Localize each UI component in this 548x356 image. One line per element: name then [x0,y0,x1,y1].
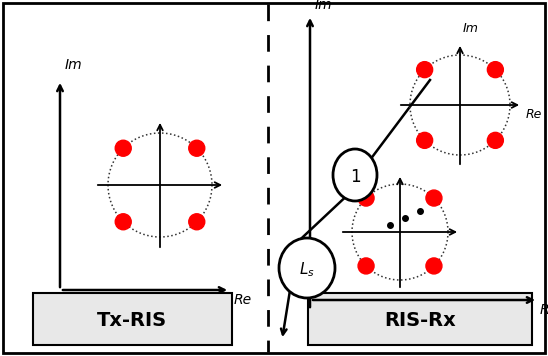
Text: 0: 0 [43,298,52,312]
Circle shape [189,214,205,230]
Text: $L_s$: $L_s$ [299,261,315,279]
Circle shape [115,214,131,230]
FancyBboxPatch shape [308,293,532,345]
Circle shape [426,258,442,274]
Text: Im: Im [65,58,83,72]
Text: 1: 1 [350,168,361,186]
Text: Re: Re [540,303,548,317]
Text: Tx-RIS: Tx-RIS [97,310,167,330]
Circle shape [487,132,504,148]
Text: Re: Re [234,293,252,307]
Circle shape [487,62,504,78]
Text: Im: Im [463,22,479,35]
Circle shape [358,190,374,206]
Text: Re: Re [526,108,543,121]
Circle shape [416,62,432,78]
Circle shape [426,190,442,206]
Text: RIS-Rx: RIS-Rx [384,310,456,330]
FancyBboxPatch shape [33,293,232,345]
Circle shape [189,140,205,156]
Circle shape [416,132,432,148]
Text: Im: Im [315,0,333,12]
Ellipse shape [279,238,335,298]
Ellipse shape [333,149,377,201]
Circle shape [115,140,131,156]
Circle shape [358,258,374,274]
